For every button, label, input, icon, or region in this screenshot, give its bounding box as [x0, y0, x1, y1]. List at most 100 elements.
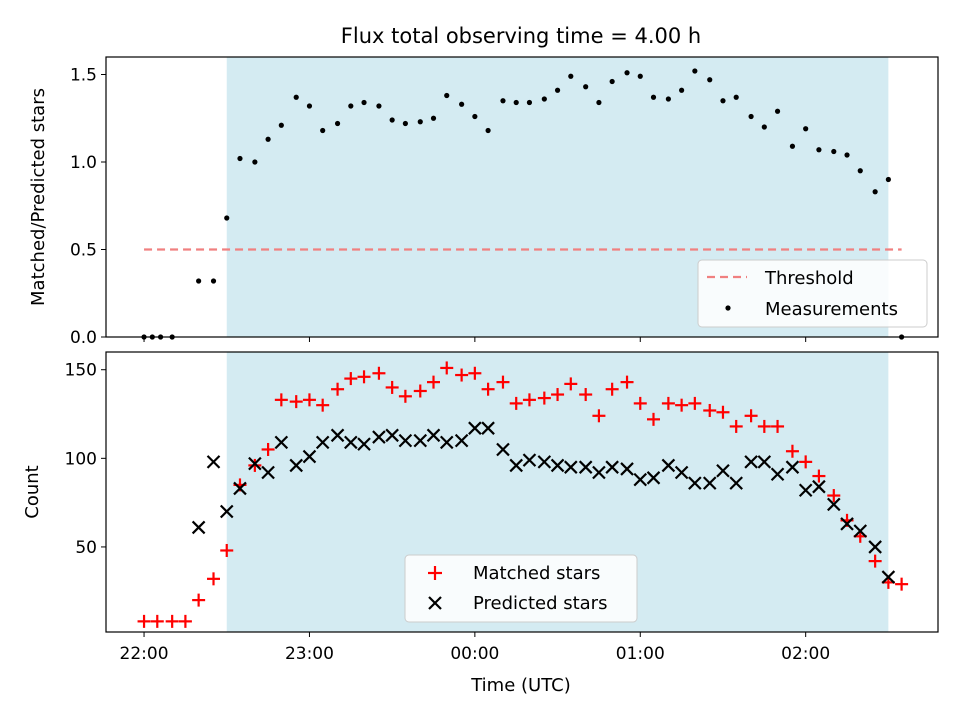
predicted-stars-point: [840, 517, 854, 531]
top-y-axis-label: Matched/Predicted stars: [28, 88, 49, 306]
predicted-stars-point: [592, 465, 606, 480]
top-y-axis: 0.0 0.5 1.0 1.5: [70, 66, 106, 348]
predicted-stars-point: [881, 570, 896, 584]
y-tick-label: 1.0: [70, 153, 97, 173]
matched-stars-point: [302, 393, 316, 407]
top-markers: [141, 68, 905, 340]
matched-stars-point: [592, 409, 606, 423]
matched-stars-point: [137, 614, 151, 628]
y-tick-label: 0.5: [70, 241, 97, 261]
measurements-point: [196, 278, 202, 284]
matched-stars-point: [357, 370, 371, 384]
measurements-point: [389, 117, 395, 123]
legend-predicted-swatch: [428, 596, 442, 610]
matched-stars-point: [605, 382, 619, 396]
predicted-stars-point: [620, 462, 634, 476]
predicted-stars-point: [302, 449, 317, 464]
measurements-point: [844, 152, 850, 158]
measurements-point: [541, 96, 547, 102]
predicted-stars-point: [248, 456, 262, 471]
predicted-stars-point: [674, 465, 689, 480]
measurements-point: [402, 120, 408, 127]
matched-stars-point: [413, 384, 427, 398]
matched-stars-point: [385, 380, 399, 394]
matched-stars-point: [799, 455, 813, 469]
x-tick-label: 23:00: [285, 644, 334, 664]
measurements-point: [526, 99, 533, 106]
measurements-point: [748, 113, 754, 120]
measurements-point: [707, 77, 713, 83]
legend-matched-swatch: [428, 566, 442, 580]
x-tick-label: 01:00: [616, 644, 665, 664]
measurements-point: [692, 68, 698, 74]
predicted-stars-point: [550, 458, 565, 473]
measurements-point: [417, 119, 423, 125]
top-plot-frame: [105, 56, 939, 338]
legend-measurements-swatch: [725, 305, 731, 311]
matched-stars-point: [207, 572, 221, 586]
matched-stars-point: [274, 393, 288, 407]
measurements-point: [568, 73, 574, 79]
predicted-stars-point: [413, 433, 428, 448]
measurements-point: [679, 87, 685, 93]
y-tick-label: 150: [65, 361, 97, 381]
matched-stars-point: [729, 419, 743, 433]
predicted-stars-point: [454, 433, 469, 448]
measurements-point: [224, 215, 230, 221]
predicted-stars-point: [315, 435, 330, 450]
x-tick-label: 22:00: [120, 644, 169, 664]
matched-stars-point: [427, 375, 441, 389]
matched-stars-point: [564, 377, 578, 391]
predicted-stars-point: [219, 504, 234, 519]
measurements-point: [554, 87, 561, 93]
bottom-x-axis: 22:00 23:00 00:00 01:00 02:00: [120, 632, 830, 664]
matched-stars-point: [551, 388, 565, 402]
legend-threshold-label: Threshold: [764, 268, 854, 289]
measurements-point: [733, 94, 739, 100]
predicted-stars-point: [372, 430, 386, 444]
matched-stars-point: [827, 489, 841, 503]
matched-stars-point: [771, 419, 785, 433]
predicted-stars-point: [716, 463, 730, 478]
bottom-y-axis-label: Count: [22, 465, 43, 518]
measurements-point: [665, 96, 671, 102]
predicted-stars-point: [827, 497, 841, 512]
matched-stars-point: [468, 366, 482, 380]
matched-stars-point: [372, 366, 386, 380]
measurements-point: [816, 147, 822, 153]
measurements-point: [265, 136, 271, 142]
bottom-legend-box: [404, 554, 638, 623]
predicted-stars-point: [439, 435, 454, 450]
matched-stars-point: [331, 382, 345, 396]
matched-stars-point: [537, 391, 551, 405]
matched-stars-point: [344, 372, 358, 386]
predicted-stars-point: [661, 458, 676, 473]
measurements-point: [500, 98, 506, 104]
matched-stars-point: [509, 396, 523, 410]
matched-stars-point: [192, 593, 206, 607]
predicted-stars-point: [357, 437, 371, 451]
predicted-stars-point: [206, 455, 221, 469]
predicted-stars-point: [344, 435, 358, 450]
y-tick-label: 1.5: [70, 66, 97, 86]
predicted-stars-point: [564, 460, 578, 474]
measurements-point: [210, 278, 217, 284]
measurements-point: [361, 99, 367, 106]
predicted-stars-point: [330, 428, 345, 443]
measurements-point: [513, 99, 519, 106]
matched-stars-point: [868, 554, 882, 568]
matched-stars-point: [744, 409, 758, 423]
predicted-stars-point: [578, 460, 593, 474]
matched-stars-point: [289, 395, 303, 409]
measurements-point: [637, 73, 643, 79]
y-tick-label: 0.0: [70, 328, 97, 348]
y-tick-label: 50: [75, 538, 97, 558]
matched-stars-point: [316, 398, 330, 412]
predicted-stars-point: [274, 435, 289, 450]
predicted-stars-point: [744, 455, 758, 469]
matched-stars-point: [675, 398, 689, 412]
x-axis-label: Time (UTC): [470, 675, 571, 696]
predicted-stars-point: [729, 476, 743, 490]
measurements-point: [624, 70, 630, 76]
